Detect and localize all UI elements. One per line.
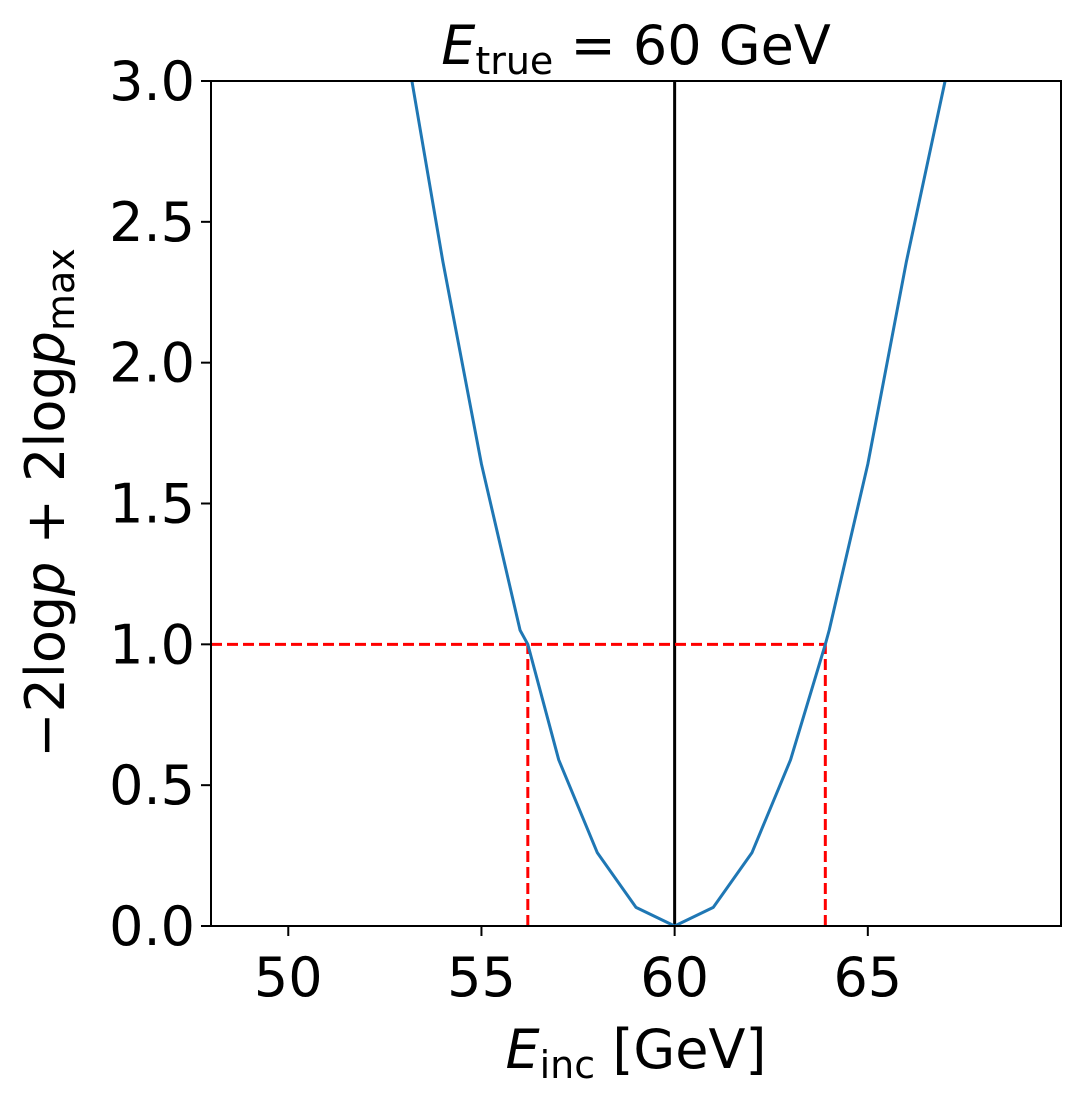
ylabel-p1: p <box>14 562 77 597</box>
x-tick-label: 60 <box>640 946 709 1009</box>
y-tick-label: 0.5 <box>109 754 195 817</box>
y-tick-label: 1.5 <box>109 473 195 536</box>
y-tick-label: 2.0 <box>109 332 195 395</box>
x-tick-label: 50 <box>254 946 323 1009</box>
title-symbol: E <box>441 14 476 77</box>
y-tick-label: 2.5 <box>109 191 195 254</box>
y-axis-label: −2logp + 2logpmax <box>14 248 83 758</box>
title-subscript: true <box>475 39 553 83</box>
y-tick-label: 0.0 <box>109 895 195 958</box>
ylabel-prefix: −2log <box>14 596 77 758</box>
xlabel-subscript: inc <box>540 1043 596 1087</box>
xlabel-symbol: E <box>506 1018 541 1081</box>
y-tick-label: 1.0 <box>109 613 195 676</box>
y-tick-label: 3.0 <box>109 50 195 113</box>
ylabel-mid: + 2log <box>14 365 77 561</box>
x-tick-label: 55 <box>447 946 516 1009</box>
chart-title: Etrue = 60 GeV <box>441 14 831 83</box>
title-rest: = 60 GeV <box>553 14 831 77</box>
x-tick-label: 65 <box>833 946 902 1009</box>
ylabel-p2: p <box>14 331 77 366</box>
xlabel-rest: [GeV] <box>595 1018 766 1081</box>
x-axis-label: Einc [GeV] <box>506 1018 767 1087</box>
ylabel-subscript: max <box>39 248 83 331</box>
plot-area <box>211 81 1061 926</box>
